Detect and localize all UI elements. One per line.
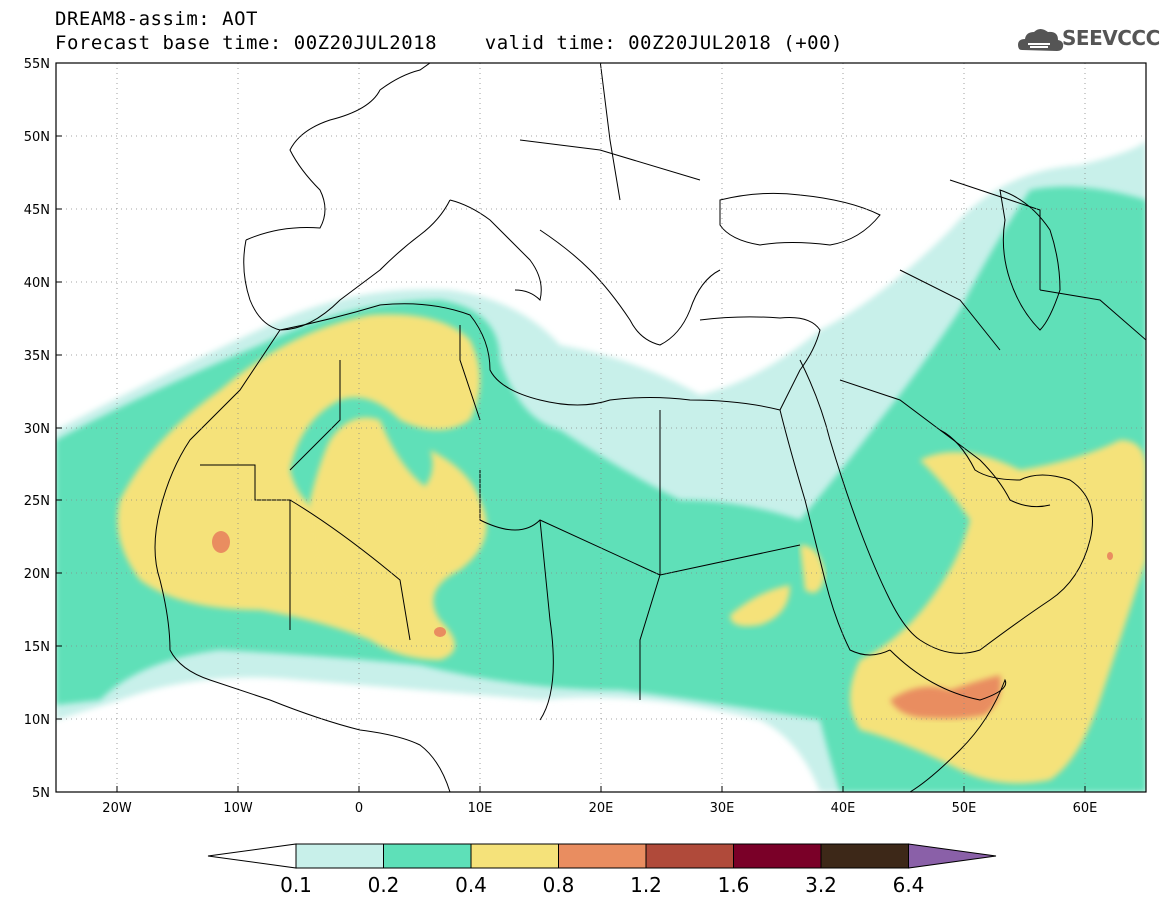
forecast-time-line: Forecast base time: 00Z20JUL2018 valid t… — [55, 32, 843, 54]
lat-label: 20N — [24, 567, 50, 582]
legend-swatch-c6 — [733, 843, 822, 869]
legend-swatch-c1 — [295, 843, 384, 869]
graticule — [56, 63, 1146, 792]
lon-label: 60E — [1073, 801, 1098, 816]
legend-label: 0.2 — [368, 873, 400, 897]
lon-label: 30E — [710, 801, 735, 816]
legend-swatch-c4 — [558, 843, 647, 869]
legend-label: 0.8 — [543, 873, 575, 897]
lat-label: 45N — [24, 203, 50, 218]
coastlines — [154, 63, 1146, 792]
legend-swatch-c3 — [470, 843, 559, 869]
lat-label: 30N — [24, 422, 50, 437]
legend-swatch-c7 — [820, 843, 909, 869]
lat-label: 25N — [24, 494, 50, 509]
latitude-labels: 55N 50N 45N 40N 35N 30N 25N 20N 15N 10N … — [24, 57, 50, 801]
lon-label: 10E — [468, 801, 493, 816]
cloud-icon — [1018, 29, 1064, 51]
longitude-labels: 20W 10W 0 10E 20E 30E 40E 50E 60E — [102, 801, 1097, 816]
map-title: DREAM8-assim: AOT — [55, 8, 258, 30]
legend-swatch-c2 — [383, 843, 472, 869]
lon-label: 10W — [223, 801, 253, 816]
legend-label: 0.4 — [455, 873, 487, 897]
lat-label: 5N — [32, 786, 50, 801]
lat-label: 10N — [24, 713, 50, 728]
legend-low-arrow — [207, 843, 297, 869]
lat-label: 55N — [24, 57, 50, 72]
color-legend — [207, 843, 997, 869]
aot-band-0.8-mauritania — [212, 531, 230, 553]
lon-label: 0 — [355, 801, 363, 816]
legend-label: 1.6 — [718, 873, 750, 897]
lat-label: 35N — [24, 349, 50, 364]
legend-swatch-c5 — [645, 843, 734, 869]
legend-label: 6.4 — [893, 873, 925, 897]
lat-label: 40N — [24, 276, 50, 291]
aot-band-0.8-somalia — [890, 675, 1001, 719]
aot-band-0.4-west-inner — [308, 417, 444, 623]
lon-label: 20E — [589, 801, 614, 816]
aot-band-0.8-arabia — [1107, 552, 1113, 560]
aot-field — [56, 63, 1146, 792]
lat-label: 15N — [24, 640, 50, 655]
lon-label: 50E — [952, 801, 977, 816]
legend-label: 1.2 — [630, 873, 662, 897]
lat-label: 50N — [24, 130, 50, 145]
legend-labels: 0.1 0.2 0.4 0.8 1.2 1.6 3.2 6.4 — [280, 873, 924, 897]
axis-ticks — [56, 62, 1086, 793]
logo-text: SEEVCCC — [1062, 26, 1160, 50]
aot-band-0.4-sudan — [730, 585, 790, 627]
legend-label: 3.2 — [805, 873, 837, 897]
lon-label: 20W — [102, 801, 132, 816]
aot-band-0.8-niger — [434, 627, 446, 637]
legend-label: 0.1 — [280, 873, 312, 897]
legend-high-arrow — [908, 843, 997, 869]
lon-label: 40E — [831, 801, 856, 816]
